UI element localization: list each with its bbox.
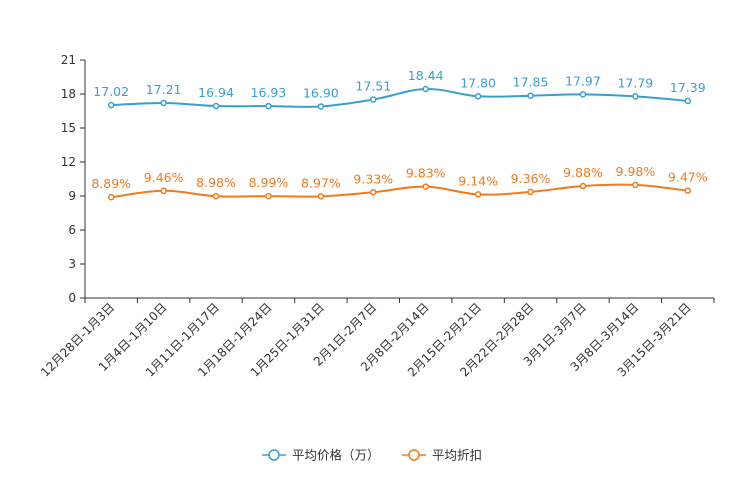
data-point <box>160 187 167 195</box>
data-point <box>265 102 272 110</box>
data-point <box>579 182 587 190</box>
data-point <box>632 181 639 189</box>
data-point <box>684 187 692 194</box>
data-point <box>370 189 377 196</box>
y-tick-label: 12 <box>61 155 76 169</box>
y-tick-label: 15 <box>61 121 76 135</box>
data-points <box>107 85 692 201</box>
data-label: 9.36% <box>511 171 551 186</box>
data-point <box>107 101 115 109</box>
data-point <box>422 85 429 93</box>
legend[interactable]: 平均价格（万） 平均折扣 <box>262 448 482 463</box>
data-label: 9.83% <box>406 166 446 181</box>
legend-label: 平均价格（万） <box>292 448 380 463</box>
data-label: 8.99% <box>249 175 289 190</box>
data-label: 9.46% <box>144 170 184 185</box>
data-point <box>370 96 377 103</box>
data-label: 8.89% <box>91 176 131 191</box>
y-tick-label: 0 <box>68 291 76 305</box>
data-label: 9.33% <box>353 171 393 186</box>
data-label: 9.14% <box>458 173 498 188</box>
data-point <box>317 193 325 200</box>
data-label: 17.97 <box>565 73 601 88</box>
legend-label: 平均折扣 <box>432 448 482 463</box>
data-label: 17.39 <box>670 80 706 95</box>
data-label: 16.93 <box>251 85 287 100</box>
data-point <box>212 192 220 200</box>
data-point <box>265 192 272 200</box>
data-label: 17.51 <box>355 79 391 94</box>
data-point <box>579 91 587 98</box>
data-point <box>422 183 429 190</box>
data-label: 17.80 <box>460 75 496 90</box>
data-label: 18.44 <box>408 68 444 83</box>
y-tick-label: 6 <box>68 223 76 237</box>
data-label: 8.97% <box>301 175 341 190</box>
data-label: 16.90 <box>303 85 339 100</box>
legend-item-1[interactable]: 平均折扣 <box>402 448 482 463</box>
data-label: 9.88% <box>563 165 603 180</box>
data-point <box>212 102 220 110</box>
series-line-0 <box>111 88 688 108</box>
y-tick-label: 9 <box>68 189 76 203</box>
data-label: 9.47% <box>668 170 708 185</box>
legend-marker <box>268 449 280 461</box>
data-point <box>474 93 482 100</box>
data-point <box>317 103 325 110</box>
axes: 03691215182112月28日-1月3日1月4日-1月10日1月11日-1… <box>38 53 715 380</box>
data-point <box>107 193 115 201</box>
data-point <box>474 191 482 198</box>
y-tick-label: 3 <box>68 257 76 271</box>
data-label: 8.98% <box>196 175 236 190</box>
data-point <box>527 188 534 196</box>
data-label: 17.85 <box>513 75 549 90</box>
data-labels: 17.02 17.21 16.94 16.93 16.90 17.51 18.44 17.80… <box>91 68 707 191</box>
series-line-1 <box>111 183 688 199</box>
data-point <box>160 99 167 107</box>
data-label: 17.02 <box>93 84 129 99</box>
data-label: 16.94 <box>198 85 234 100</box>
series-lines <box>111 88 688 199</box>
data-point <box>527 92 534 99</box>
data-label: 9.98% <box>616 164 656 179</box>
legend-marker <box>408 449 420 461</box>
data-label: 17.79 <box>617 75 653 90</box>
data-point <box>632 93 639 100</box>
legend-item-0[interactable]: 平均价格（万） <box>262 448 380 463</box>
y-tick-label: 18 <box>61 87 76 101</box>
y-tick-label: 21 <box>61 53 76 67</box>
data-label: 17.21 <box>146 82 182 97</box>
data-point <box>684 97 692 105</box>
